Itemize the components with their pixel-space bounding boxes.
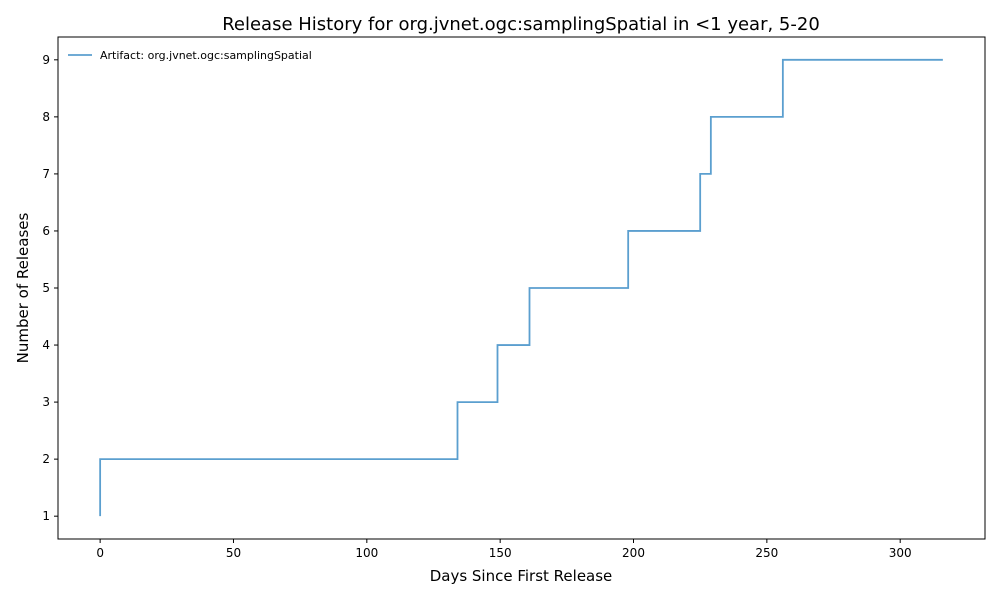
x-tick-label: 100 <box>355 546 378 560</box>
chart-title: Release History for org.jvnet.ogc:sampli… <box>222 14 820 35</box>
legend-label: Artifact: org.jvnet.ogc:samplingSpatial <box>100 49 312 62</box>
y-tick-label: 6 <box>42 224 50 238</box>
x-tick-label: 250 <box>755 546 778 560</box>
y-tick-label: 1 <box>42 509 50 523</box>
y-tick-label: 8 <box>42 110 50 124</box>
legend: Artifact: org.jvnet.ogc:samplingSpatial <box>68 49 312 62</box>
x-tick-label: 50 <box>226 546 241 560</box>
y-axis-label: Number of Releases <box>14 212 32 363</box>
x-tick-label: 0 <box>96 546 104 560</box>
series-line-0 <box>99 58 943 517</box>
x-tick-label: 200 <box>622 546 645 560</box>
plot-area: 0 50 100 150 200 250 300 1 2 3 4 5 6 7 8 9 Artifact: org… <box>42 36 986 560</box>
y-tick-label: 4 <box>42 338 50 352</box>
y-tick-label: 7 <box>42 167 50 181</box>
x-tick-label: 300 <box>889 546 912 560</box>
y-tick-label: 9 <box>42 53 50 67</box>
y-tick-label: 5 <box>42 281 50 295</box>
x-tick-label: 150 <box>489 546 512 560</box>
x-axis-label: Days Since First Release <box>430 567 613 585</box>
y-tick-label: 2 <box>42 452 50 466</box>
axes-frame <box>57 36 986 540</box>
y-tick-label: 3 <box>42 395 50 409</box>
